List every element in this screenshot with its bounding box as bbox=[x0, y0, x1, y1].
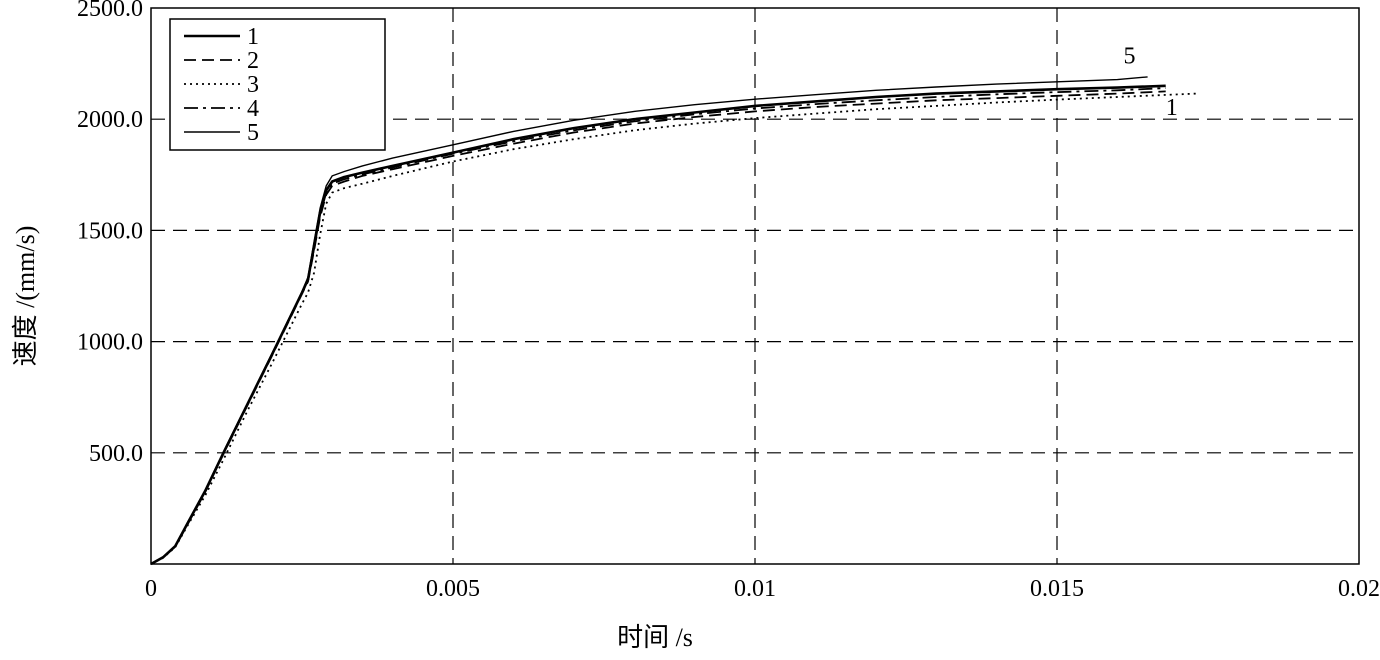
series-line-5 bbox=[150, 76, 1148, 565]
curve-label: 5 bbox=[1123, 44, 1135, 70]
series-line-1 bbox=[150, 84, 1166, 566]
x-tick-label: 0 bbox=[145, 576, 157, 602]
x-axis-label: 时间 /s bbox=[617, 623, 693, 652]
x-tick-label: 0.005 bbox=[426, 576, 480, 602]
curve-label: 1 bbox=[1166, 95, 1178, 121]
legend-label: 5 bbox=[247, 120, 259, 146]
x-tick-label: 0.015 bbox=[1030, 576, 1084, 602]
y-tick-label: 2500.0 bbox=[77, 0, 143, 22]
legend-box bbox=[169, 18, 386, 151]
series-line-4 bbox=[150, 87, 1166, 565]
x-tick-label: 0.02 bbox=[1338, 576, 1380, 602]
legend-label: 1 bbox=[247, 24, 259, 50]
legend-label: 2 bbox=[247, 48, 259, 74]
y-tick-label: 500.0 bbox=[89, 441, 143, 467]
y-tick-label: 2000.0 bbox=[77, 107, 143, 133]
tick-labels: 0 0.005 0.01 0.015 0.02 500.0 1000.0 1500.0 2000… bbox=[77, 0, 1380, 602]
plot-area-frame bbox=[150, 7, 1360, 565]
series-lines bbox=[150, 76, 1196, 566]
series-line-3 bbox=[150, 92, 1196, 565]
y-tick-label: 1000.0 bbox=[77, 330, 143, 356]
series-line-2 bbox=[150, 90, 1166, 565]
legend-label: 3 bbox=[247, 72, 259, 98]
y-tick-label: 1500.0 bbox=[77, 218, 143, 244]
legend-label: 4 bbox=[247, 96, 259, 122]
y-axis-label: 速度 /(mm/s) bbox=[11, 226, 40, 367]
x-tick-label: 0.01 bbox=[734, 576, 776, 602]
curve-annotations: 51 bbox=[1123, 44, 1177, 121]
